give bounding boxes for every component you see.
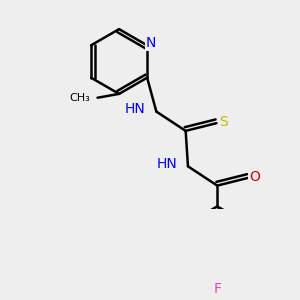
Text: N: N bbox=[146, 36, 156, 50]
Text: HN: HN bbox=[156, 157, 177, 171]
Text: CH₃: CH₃ bbox=[69, 93, 90, 103]
Text: O: O bbox=[249, 170, 260, 184]
Text: F: F bbox=[213, 282, 221, 296]
Text: S: S bbox=[219, 116, 228, 129]
Text: HN: HN bbox=[125, 101, 146, 116]
